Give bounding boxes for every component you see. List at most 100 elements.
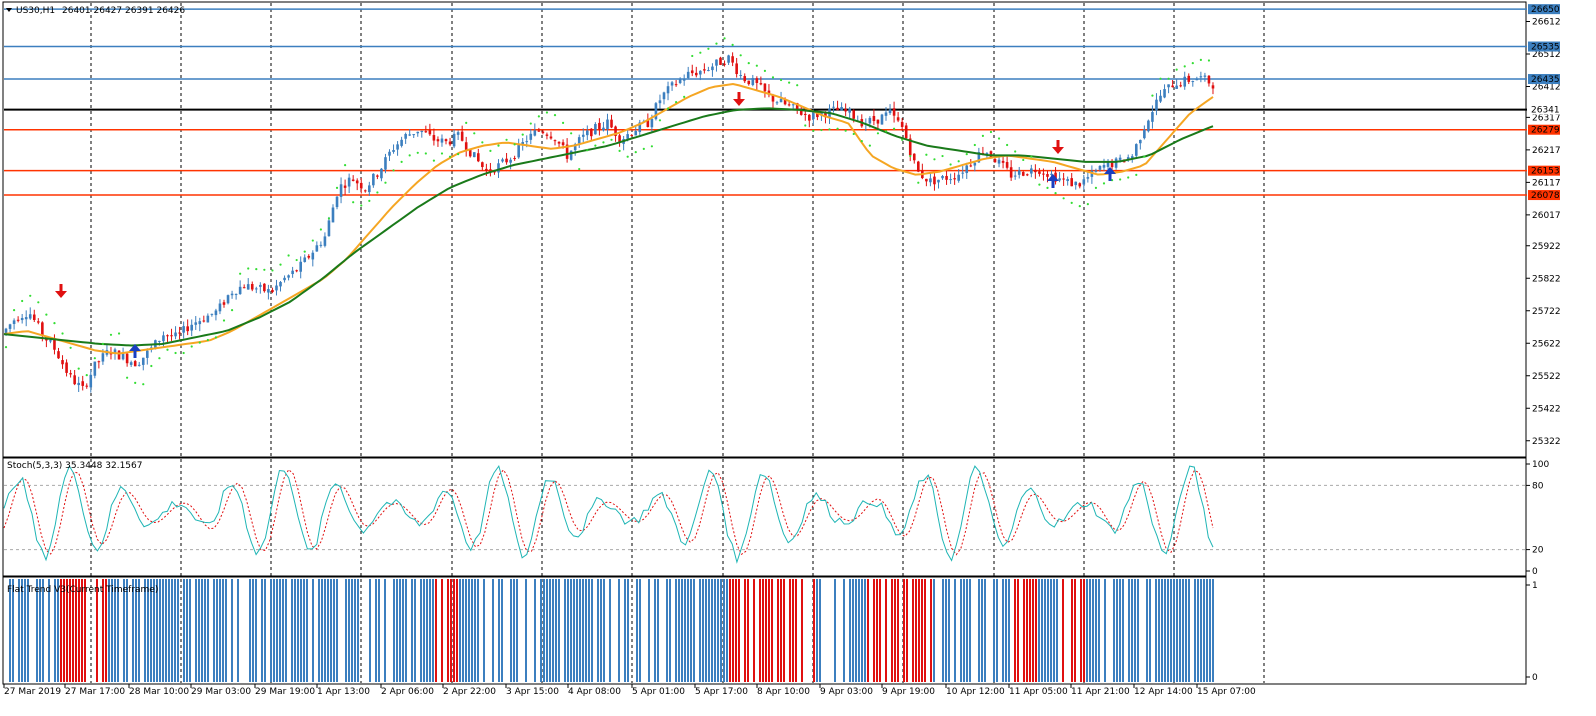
trend-bar bbox=[849, 579, 851, 682]
trend-bar bbox=[1050, 579, 1052, 682]
trend-bar bbox=[1194, 579, 1196, 682]
stochastic-panel[interactable] bbox=[2, 457, 1527, 577]
trend-bar bbox=[636, 579, 638, 682]
sar-dot bbox=[1062, 197, 1065, 200]
trend-bar bbox=[174, 579, 176, 682]
sar-dot bbox=[675, 101, 678, 104]
candle-body bbox=[590, 128, 593, 137]
sar-dot bbox=[1110, 179, 1114, 182]
sar-dot bbox=[634, 151, 637, 154]
candle-body bbox=[1114, 158, 1118, 168]
candle-body bbox=[610, 119, 613, 128]
candle-body bbox=[137, 364, 141, 366]
sell-arrow-icon bbox=[1052, 140, 1064, 154]
candle-body bbox=[759, 83, 763, 85]
sar-dot bbox=[174, 351, 177, 355]
candle-body bbox=[666, 86, 670, 94]
trend-bar bbox=[1212, 579, 1214, 682]
candle-body bbox=[404, 134, 407, 139]
sar-dot bbox=[93, 357, 96, 360]
level-tag-bg bbox=[1528, 74, 1560, 85]
price-tick-label: 25522 bbox=[1532, 372, 1561, 382]
candle-body bbox=[1025, 174, 1029, 176]
candle-body bbox=[339, 184, 343, 197]
trend-bar bbox=[681, 579, 683, 682]
trend-bar bbox=[762, 579, 764, 682]
candle-body bbox=[513, 158, 516, 160]
trend-bar bbox=[600, 579, 602, 682]
trend-bar bbox=[540, 579, 542, 682]
sar-dot bbox=[594, 144, 597, 147]
trend-bar bbox=[1206, 579, 1208, 682]
candle-body bbox=[1179, 85, 1182, 87]
signal-arrows bbox=[55, 92, 1116, 358]
trend-bar bbox=[1197, 579, 1199, 682]
candle-body bbox=[1017, 170, 1021, 175]
trend-bar bbox=[1062, 579, 1064, 682]
buy-arrow-icon bbox=[1047, 174, 1059, 188]
candle-body bbox=[731, 56, 734, 63]
trend-bar bbox=[135, 579, 137, 682]
level-tag-text: 26435 bbox=[1531, 75, 1560, 85]
candle-body bbox=[61, 360, 64, 365]
candle-body bbox=[1211, 85, 1215, 89]
trend-bar bbox=[510, 579, 512, 682]
trend-bar bbox=[282, 579, 284, 682]
candle-body bbox=[694, 72, 698, 76]
sar-dot bbox=[384, 181, 387, 184]
candle-body bbox=[844, 108, 847, 112]
sar-dot bbox=[1183, 65, 1186, 68]
sar-dot bbox=[1167, 77, 1170, 80]
candle-body bbox=[787, 104, 791, 106]
sar-dot bbox=[1199, 58, 1202, 61]
candle-body bbox=[957, 174, 960, 181]
trend-bar bbox=[216, 579, 218, 682]
sar-dot bbox=[973, 143, 976, 147]
candle-body bbox=[222, 302, 226, 305]
candle-body bbox=[501, 159, 504, 162]
candle-body bbox=[888, 109, 892, 114]
candle-body bbox=[202, 320, 206, 322]
trend-bar bbox=[153, 579, 155, 682]
trend-bar bbox=[75, 579, 77, 682]
candle-body bbox=[485, 168, 488, 172]
candle-body bbox=[577, 137, 581, 144]
candle-body bbox=[141, 357, 145, 365]
horizontal-levels[interactable] bbox=[4, 8, 1527, 196]
trend-bar bbox=[576, 579, 578, 682]
trend-bar bbox=[327, 579, 329, 682]
candle-body bbox=[24, 317, 28, 320]
candle-body bbox=[892, 108, 896, 116]
candle-body bbox=[242, 287, 246, 289]
candle-body bbox=[303, 257, 307, 262]
candle-body bbox=[884, 112, 888, 116]
buy-arrow-icon bbox=[1104, 167, 1116, 181]
stochastic-lines bbox=[3, 464, 1214, 564]
sar-dot bbox=[206, 338, 209, 342]
price-panel[interactable] bbox=[2, 1, 1527, 458]
sar-dot bbox=[1046, 186, 1049, 189]
candle-body bbox=[933, 176, 936, 185]
trend-bar bbox=[942, 579, 944, 682]
time-tick-label: 2 Apr 22:00 bbox=[443, 687, 496, 697]
candle-body bbox=[460, 131, 464, 141]
trend-bar bbox=[885, 579, 887, 682]
sar-dot bbox=[812, 129, 815, 132]
candle-body bbox=[614, 126, 617, 136]
candle-body bbox=[73, 375, 76, 385]
trend-bar bbox=[1122, 579, 1124, 682]
trend-bar bbox=[1179, 579, 1181, 682]
symbol-dropdown-icon[interactable] bbox=[6, 8, 12, 12]
trend-bar bbox=[678, 579, 680, 682]
trend-bar bbox=[447, 579, 449, 682]
sar-dot bbox=[917, 181, 920, 184]
sar-dot bbox=[69, 346, 72, 349]
trend-bar bbox=[21, 579, 23, 682]
sar-dot bbox=[570, 132, 573, 135]
candle-body bbox=[468, 149, 472, 157]
trend-bar bbox=[843, 579, 845, 682]
candle-body bbox=[1009, 167, 1013, 178]
candle-body bbox=[428, 130, 432, 135]
candle-body bbox=[1034, 169, 1037, 173]
